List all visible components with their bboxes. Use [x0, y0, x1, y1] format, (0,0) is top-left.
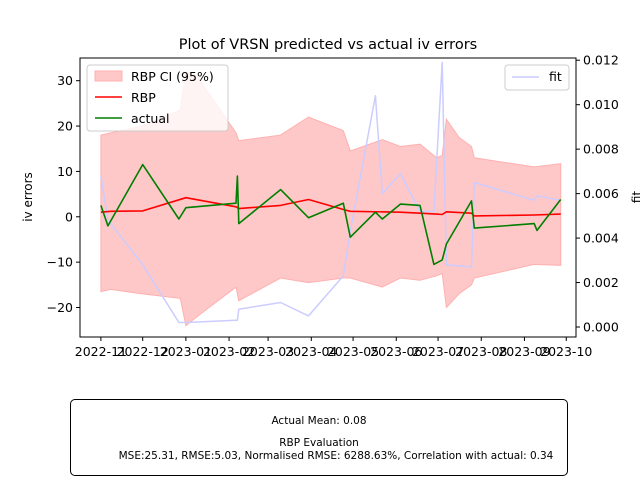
y2-tick-label: 0.004 [583, 231, 619, 246]
legend-label-rbp: RBP [131, 90, 156, 105]
evaluation-metrics: MSE:25.31, RMSE:5.03, Normalised RMSE: 6… [118, 450, 554, 462]
x-tick-label: 2023-08 [455, 344, 507, 359]
x-tick-label: 2023-06 [370, 344, 422, 359]
x-tick-label: 2023-10 [540, 344, 592, 359]
evaluation-box: Actual Mean: 0.08 RBP Evaluation MSE:25.… [70, 399, 568, 476]
fit-line [100, 61, 561, 324]
y2-tick-label: 0.010 [583, 97, 619, 112]
y-tick-label: 0 [65, 209, 73, 224]
x-tick-label: 2022-12 [117, 344, 169, 359]
chart-title: Plot of VRSN predicted vs actual iv erro… [179, 37, 477, 53]
x-tick-label: 2023-01 [160, 344, 212, 359]
x-axis: 2022-112022-122023-012023-022023-032023-… [75, 337, 592, 359]
x-tick-label: 2023-05 [327, 344, 379, 359]
x-tick-label: 2023-02 [203, 344, 255, 359]
y2-axis: 0.000 0.002 0.004 0.006 0.008 0.010 0.012 [576, 53, 619, 334]
y2-tick-label: 0.008 [583, 142, 619, 157]
y-tick-label: −20 [47, 300, 73, 315]
actual-mean-text: Actual Mean: 0.08 [271, 415, 367, 427]
y2-tick-label: 0.000 [583, 319, 619, 334]
rbp-line [100, 196, 561, 217]
y-axis-label: iv errors [21, 172, 35, 222]
y-tick-label: 20 [57, 119, 73, 134]
plot-frame [79, 57, 577, 338]
evaluation-title: RBP Evaluation [279, 437, 359, 449]
y-axis: −20 −10 0 10 20 30 [47, 73, 80, 315]
legend-label-ci: RBP CI (95%) [131, 69, 214, 84]
y2-tick-label: 0.002 [583, 275, 619, 290]
y2-tick-label: 0.012 [583, 53, 619, 68]
legend-right: fit [504, 64, 570, 91]
y-tick-label: 30 [57, 73, 73, 88]
y-tick-label: −10 [47, 255, 73, 270]
x-tick-label: 2023-04 [285, 344, 337, 359]
plot-area [100, 61, 562, 327]
y2-tick-label: 0.006 [583, 186, 619, 201]
y-tick-label: 10 [57, 164, 73, 179]
legend-left: RBP CI (95%) RBP actual [86, 64, 229, 132]
x-tick-label: 2022-11 [75, 344, 127, 359]
x-tick-label: 2023-03 [242, 344, 294, 359]
legend-swatch-ci [94, 70, 123, 82]
y2-axis-label: fit [630, 191, 640, 204]
x-tick-label: 2023-09 [498, 344, 550, 359]
actual-line [100, 163, 562, 266]
legend-label-fit: fit [549, 69, 562, 84]
legend-label-actual: actual [131, 111, 170, 126]
x-tick-label: 2023-07 [412, 344, 464, 359]
